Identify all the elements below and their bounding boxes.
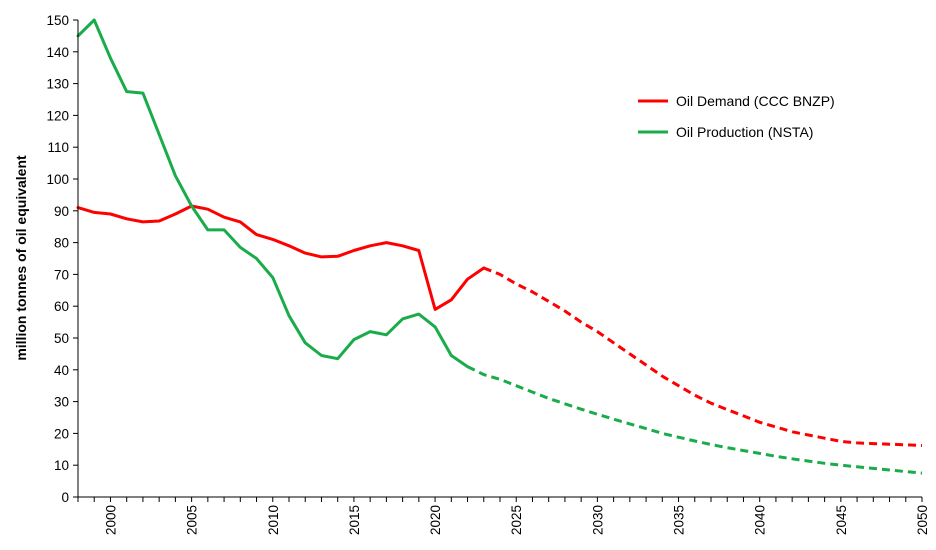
x-tick-label: 2015 [347, 505, 362, 535]
y-ticks: 0 10 20 30 40 50 60 70 80 90 100 110 120 130 140 150 [46, 13, 78, 505]
y-tick-label: 80 [54, 236, 69, 251]
y-tick-label: 140 [46, 45, 69, 60]
y-tick-label: 110 [47, 140, 69, 155]
y-tick-label: 50 [54, 331, 69, 346]
y-tick-label: 120 [46, 108, 69, 123]
series-line-oil-demand-ccc-bnzp-actual [76, 204, 486, 311]
x-tick-label: 2010 [266, 505, 281, 535]
y-tick-label: 0 [61, 490, 69, 505]
y-tick-label: 150 [46, 13, 69, 28]
y-tick-label: 10 [54, 458, 69, 473]
y-axis-title: million tonnes of oil equivalent [13, 155, 29, 361]
series-line-oil-demand-ccc-bnzp-projected [483, 266, 923, 447]
legend-label-oil-production: Oil Production (NSTA) [676, 124, 813, 140]
y-tick-label: 100 [46, 172, 69, 187]
y-tick-label: 90 [54, 204, 69, 219]
y-tick-label: 60 [54, 299, 69, 314]
x-tick-label: 2020 [428, 505, 443, 535]
x-tick-label: 2005 [185, 505, 200, 535]
series-line-oil-production-nsta-projected [466, 365, 923, 475]
legend-box [624, 80, 874, 152]
y-tick-label: 40 [54, 363, 69, 378]
x-tick-label: 2025 [509, 505, 524, 535]
x-tick-label: 2050 [915, 505, 930, 535]
y-tick-label: 130 [46, 77, 69, 92]
x-tick-label: 2040 [753, 505, 768, 535]
x-tick-label: 2030 [590, 505, 605, 535]
x-ticks: 2000 2005 2010 2015 2020 2025 2030 2035 2040 2045… [77, 497, 930, 535]
y-tick-label: 20 [54, 426, 69, 441]
x-tick-label: 2045 [834, 505, 849, 535]
legend-label-oil-demand: Oil Demand (CCC BNZP) [676, 93, 835, 109]
legend: Oil Demand (CCC BNZP) Oil Production (NS… [624, 80, 874, 152]
y-tick-label: 70 [54, 267, 69, 282]
series-line-oil-production-nsta-actual [76, 18, 469, 369]
y-tick-label: 30 [54, 395, 69, 410]
x-tick-label: 2000 [103, 505, 118, 535]
x-tick-label: 2035 [672, 505, 687, 535]
plot-lines [76, 18, 923, 475]
